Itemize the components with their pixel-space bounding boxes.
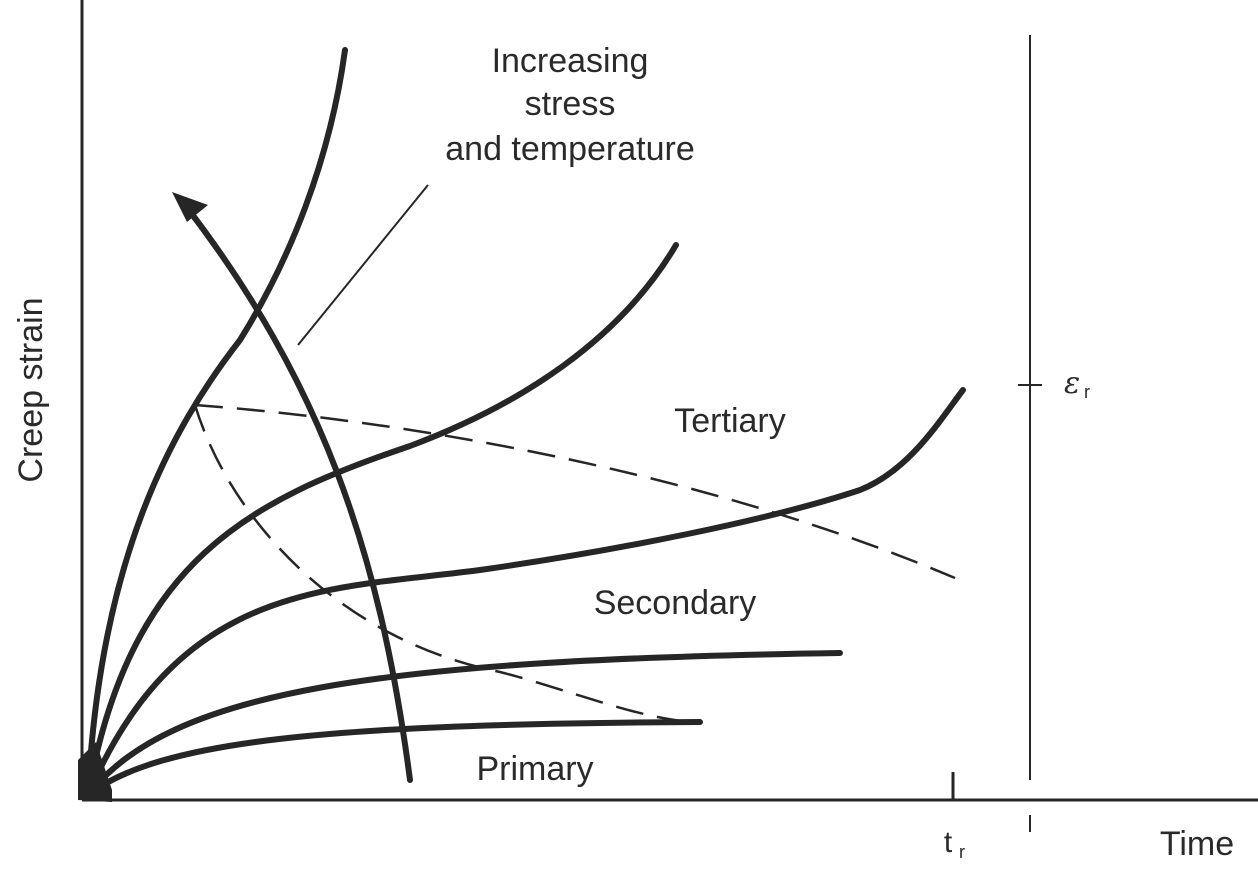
- annotation-line-1: Increasing: [492, 42, 649, 80]
- creep-curve-1: [85, 719, 703, 798]
- creep-curve-2: [85, 650, 843, 798]
- increasing-arrow-head: [172, 192, 208, 222]
- annotation-line-3: and temperature: [445, 130, 695, 168]
- annotation-line-2: stress: [525, 85, 616, 123]
- primary-secondary-boundary: [193, 404, 691, 724]
- rupture-time-subscript: r: [959, 842, 965, 862]
- rupture-strain-symbol: ε: [1064, 366, 1080, 401]
- secondary-label: Secondary: [594, 584, 757, 622]
- rupture-time-symbol: t: [944, 826, 953, 859]
- x-axis-label: Time: [1160, 825, 1234, 863]
- primary-label: Primary: [476, 750, 593, 788]
- increasing-arrow-shaft: [182, 202, 413, 783]
- creep-curve-4: [85, 242, 679, 798]
- origin-marker: [78, 742, 112, 802]
- rupture-strain-subscript: r: [1084, 382, 1090, 402]
- annotation-leader-line: [297, 184, 429, 346]
- secondary-tertiary-boundary: [194, 403, 956, 580]
- creep-curve-3: [85, 387, 966, 798]
- creep-curve-5: [85, 47, 348, 798]
- tertiary-label: Tertiary: [674, 402, 785, 440]
- y-axis-label: Creep strain: [12, 297, 50, 482]
